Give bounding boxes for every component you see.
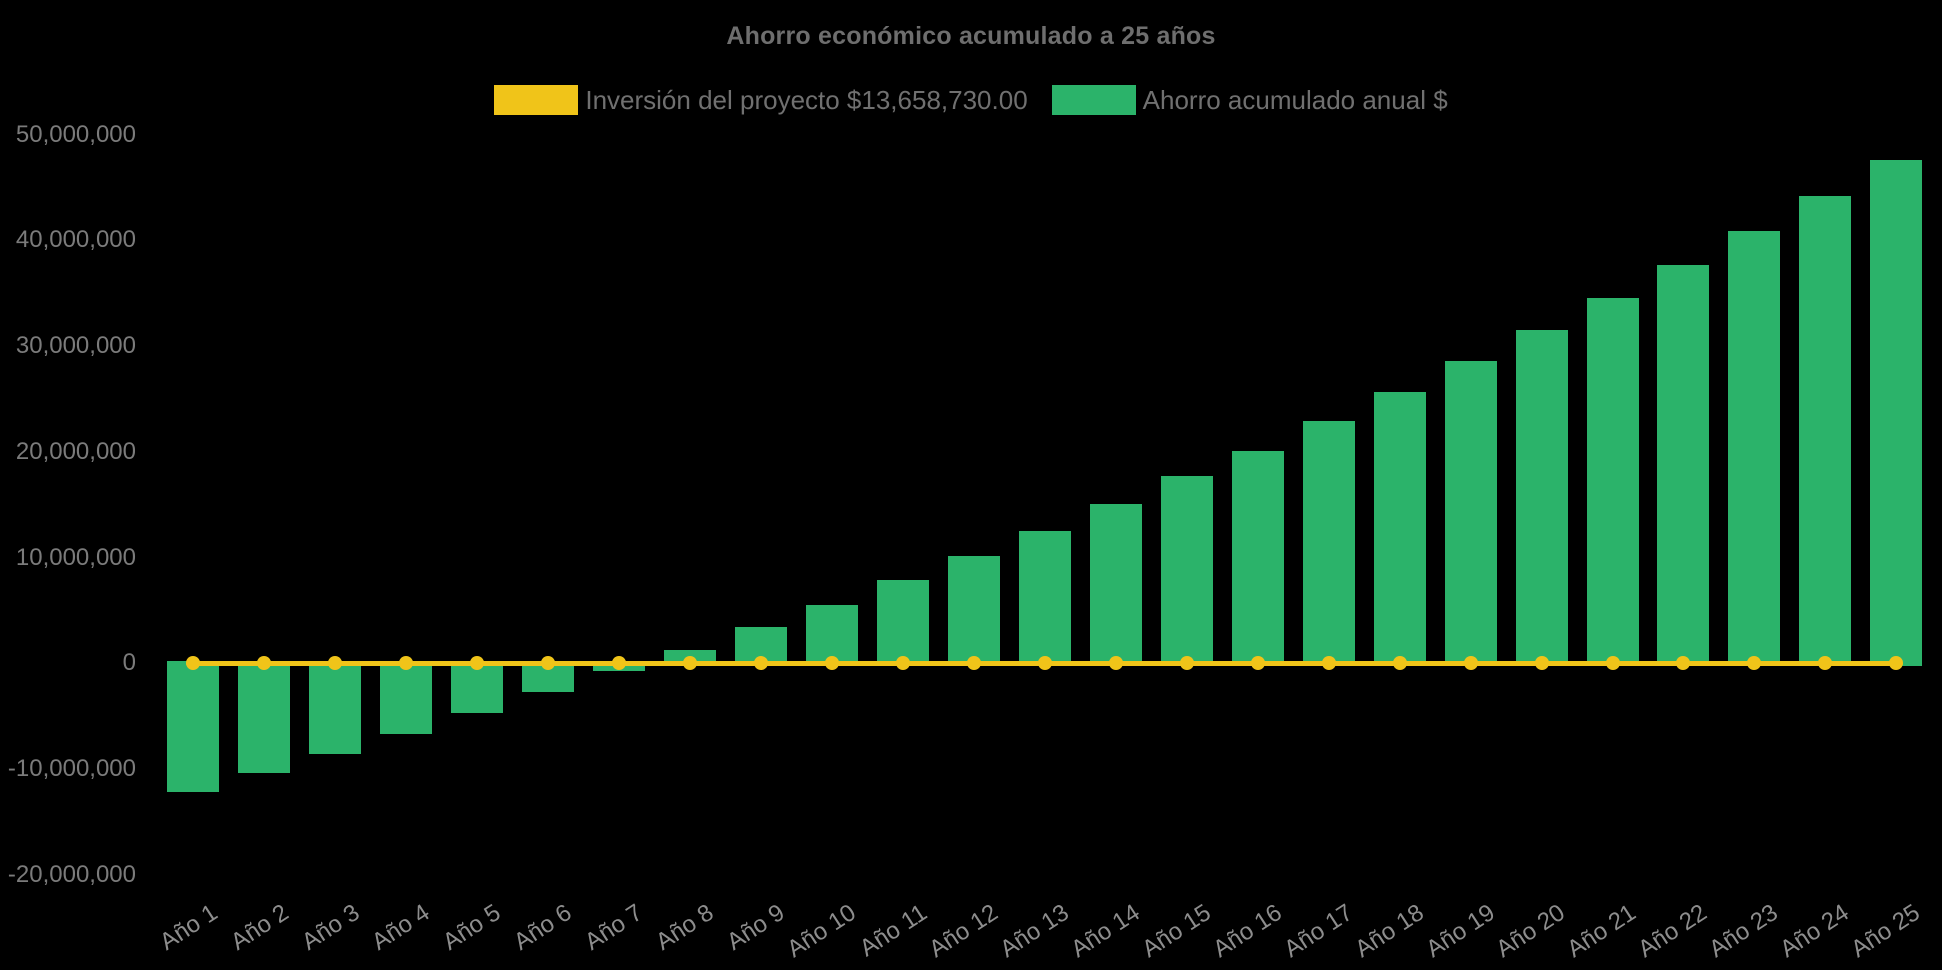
investment-line-point[interactable] (1321, 656, 1336, 671)
investment-line-point[interactable] (541, 656, 556, 671)
x-axis-tick-label: Año 14 (1065, 899, 1145, 964)
investment-line-point[interactable] (1676, 656, 1691, 671)
investment-line-point[interactable] (1179, 656, 1194, 671)
legend-label: Inversión del proyecto $13,658,730.00 (585, 84, 1028, 115)
investment-line-point[interactable] (328, 656, 343, 671)
bar-ahorro-acumulado[interactable] (805, 605, 858, 666)
x-axis-tick-label: Año 6 (509, 899, 577, 956)
investment-line-point[interactable] (753, 656, 768, 671)
investment-line-point[interactable] (257, 656, 272, 671)
investment-line-point[interactable] (399, 656, 414, 671)
x-axis-tick-label: Año 1 (154, 899, 223, 956)
legend-item-bar[interactable]: Ahorro acumulado anual $ (1051, 84, 1448, 116)
x-axis-tick-label: Año 18 (1349, 899, 1429, 964)
bar-ahorro-acumulado[interactable] (380, 660, 433, 734)
bar-ahorro-acumulado[interactable] (1160, 475, 1213, 666)
investment-line-point[interactable] (470, 656, 485, 671)
bar-ahorro-acumulado[interactable] (1657, 265, 1710, 666)
x-axis-tick-label: Año 8 (651, 899, 719, 956)
x-axis-tick-label: Año 25 (1846, 899, 1926, 964)
bar-ahorro-acumulado[interactable] (1018, 530, 1071, 666)
x-axis-tick-label: Año 3 (296, 899, 364, 956)
investment-line-point[interactable] (1534, 656, 1549, 671)
investment-line-point[interactable] (895, 656, 910, 671)
y-axis-tick-label: 50,000,000 (15, 120, 136, 148)
bar-ahorro-acumulado[interactable] (1586, 298, 1639, 666)
chart-title: Ahorro económico acumulado a 25 años (726, 22, 1216, 50)
x-axis-tick-label: Año 21 (1562, 899, 1642, 964)
investment-line-point[interactable] (1108, 656, 1123, 671)
bar-ahorro-acumulado[interactable] (1302, 420, 1355, 666)
investment-line-point[interactable] (1392, 656, 1407, 671)
bar-ahorro-acumulado[interactable] (309, 660, 362, 754)
bar-ahorro-acumulado[interactable] (1373, 391, 1426, 666)
y-axis-tick-label: 30,000,000 (15, 332, 136, 360)
y-axis-tick-label: -10,000,000 (7, 755, 136, 783)
bar-ahorro-acumulado[interactable] (167, 660, 220, 792)
legend-label: Ahorro acumulado anual $ (1142, 84, 1448, 115)
bar-ahorro-acumulado[interactable] (1799, 195, 1852, 666)
investment-line-point[interactable] (1605, 656, 1620, 671)
investment-line-point[interactable] (1889, 656, 1904, 671)
x-axis-tick-label: Año 15 (1136, 899, 1216, 964)
x-axis-tick-label: Año 23 (1704, 899, 1784, 964)
investment-line-point[interactable] (1747, 656, 1762, 671)
x-axis-tick-label: Año 4 (367, 899, 435, 956)
bar-ahorro-acumulado[interactable] (876, 579, 929, 666)
x-axis-tick-label: Año 10 (782, 899, 861, 964)
y-axis-tick-label: 10,000,000 (15, 543, 136, 571)
bar-ahorro-acumulado[interactable] (1728, 230, 1781, 666)
x-axis-tick-label: Año 7 (580, 899, 648, 956)
x-axis-tick-label: Año 12 (924, 899, 1003, 964)
investment-line-point[interactable] (824, 656, 839, 671)
investment-line-point[interactable] (683, 656, 698, 671)
x-axis-tick-label: Año 13 (995, 899, 1074, 964)
x-axis-tick-label: Año 20 (1491, 899, 1571, 964)
bar-ahorro-acumulado[interactable] (1231, 450, 1284, 666)
x-axis-tick-label: Año 19 (1420, 899, 1500, 964)
investment-line-point[interactable] (1463, 656, 1478, 671)
y-axis-tick-label: -20,000,000 (7, 860, 136, 888)
investment-line-point[interactable] (1037, 656, 1052, 671)
bar-ahorro-acumulado[interactable] (1515, 330, 1568, 666)
y-axis-tick-label: 0 (122, 649, 136, 677)
legend: Inversión del proyecto $13,658,730.00 Aho… (0, 83, 1942, 117)
x-axis-tick-label: Año 5 (438, 899, 506, 956)
investment-line-point[interactable] (1250, 656, 1265, 671)
x-axis-tick-label: Año 11 (854, 899, 932, 963)
investment-line-point[interactable] (186, 656, 201, 671)
x-axis-tick-label: Año 17 (1278, 899, 1358, 964)
bar-ahorro-acumulado[interactable] (238, 660, 291, 773)
investment-line-point[interactable] (612, 656, 627, 671)
bar-ahorro-acumulado[interactable] (1444, 360, 1497, 666)
investment-line-point[interactable] (966, 656, 981, 671)
legend-swatch-bar (1051, 85, 1136, 115)
bar-ahorro-acumulado[interactable] (1870, 159, 1923, 666)
legend-swatch-line (494, 85, 579, 115)
bar-ahorro-acumulado[interactable] (947, 555, 1000, 666)
investment-line-point[interactable] (1818, 656, 1833, 671)
x-axis-tick-label: Año 22 (1633, 899, 1713, 964)
bar-ahorro-acumulado[interactable] (1089, 503, 1142, 666)
x-axis-tick-label: Año 2 (225, 899, 293, 956)
x-axis-tick-label: Año 16 (1207, 899, 1287, 964)
x-axis-tick-label: Año 24 (1775, 899, 1855, 964)
y-axis-tick-label: 40,000,000 (15, 226, 136, 254)
legend-item-line[interactable]: Inversión del proyecto $13,658,730.00 (494, 84, 1028, 116)
x-axis-tick-label: Año 9 (722, 899, 790, 956)
y-axis-tick-label: 20,000,000 (15, 437, 136, 465)
